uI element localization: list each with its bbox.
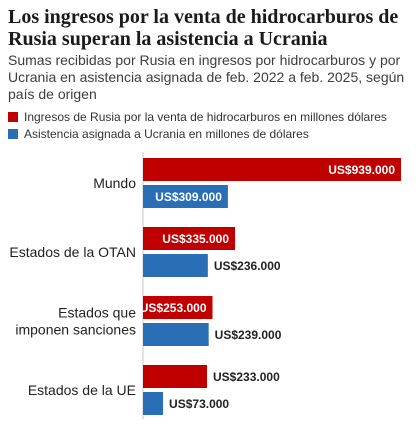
legend-swatch-ukraine <box>8 129 18 139</box>
bar-ukraine-2 <box>143 323 209 346</box>
legend-item-russia: Ingresos de Rusia por la venta de hidroc… <box>8 109 413 125</box>
legend-label-ukraine: Asistencia asignada a Ucrania en millone… <box>24 127 309 141</box>
data-label-ukraine-2: US$239.000 <box>215 328 282 342</box>
bar-ukraine-0 <box>143 185 228 208</box>
legend-swatch-russia <box>8 112 18 122</box>
legend-item-ukraine: Asistencia asignada a Ucrania en millone… <box>8 126 413 142</box>
chart-subtitle: Sumas recibidas por Rusia en ingresos po… <box>8 52 405 102</box>
bar-ukraine-3 <box>143 392 164 415</box>
data-label-ukraine-1: US$236.000 <box>214 259 281 273</box>
bar-ukraine-1 <box>143 254 208 277</box>
category-label-3: Estados de la UE <box>28 382 136 398</box>
bar-russia-1 <box>143 227 236 250</box>
category-label-1: Estados de la OTAN <box>9 244 136 260</box>
data-label-ukraine-0: US$309.000 <box>155 190 222 204</box>
bar-russia-2 <box>143 296 213 319</box>
legend-label-russia: Ingresos de Rusia por la venta de hidroc… <box>24 110 387 124</box>
data-label-russia-0: US$939.000 <box>328 163 395 177</box>
data-label-russia-1: US$335.000 <box>162 232 229 246</box>
bar-russia-3 <box>143 365 208 388</box>
chart-title: Los ingresos por la venta de hidrocarbur… <box>8 6 399 50</box>
data-label-russia-2: US$253.000 <box>140 301 207 315</box>
data-label-ukraine-3: US$73.000 <box>169 397 229 411</box>
category-label-0: Mundo <box>93 175 136 191</box>
legend: Ingresos de Rusia por la venta de hidroc… <box>8 109 413 142</box>
data-label-russia-3: US$233.000 <box>213 370 280 384</box>
bar-russia-0 <box>143 158 401 181</box>
category-label-2: Estados que imponen sanciones <box>15 305 136 338</box>
